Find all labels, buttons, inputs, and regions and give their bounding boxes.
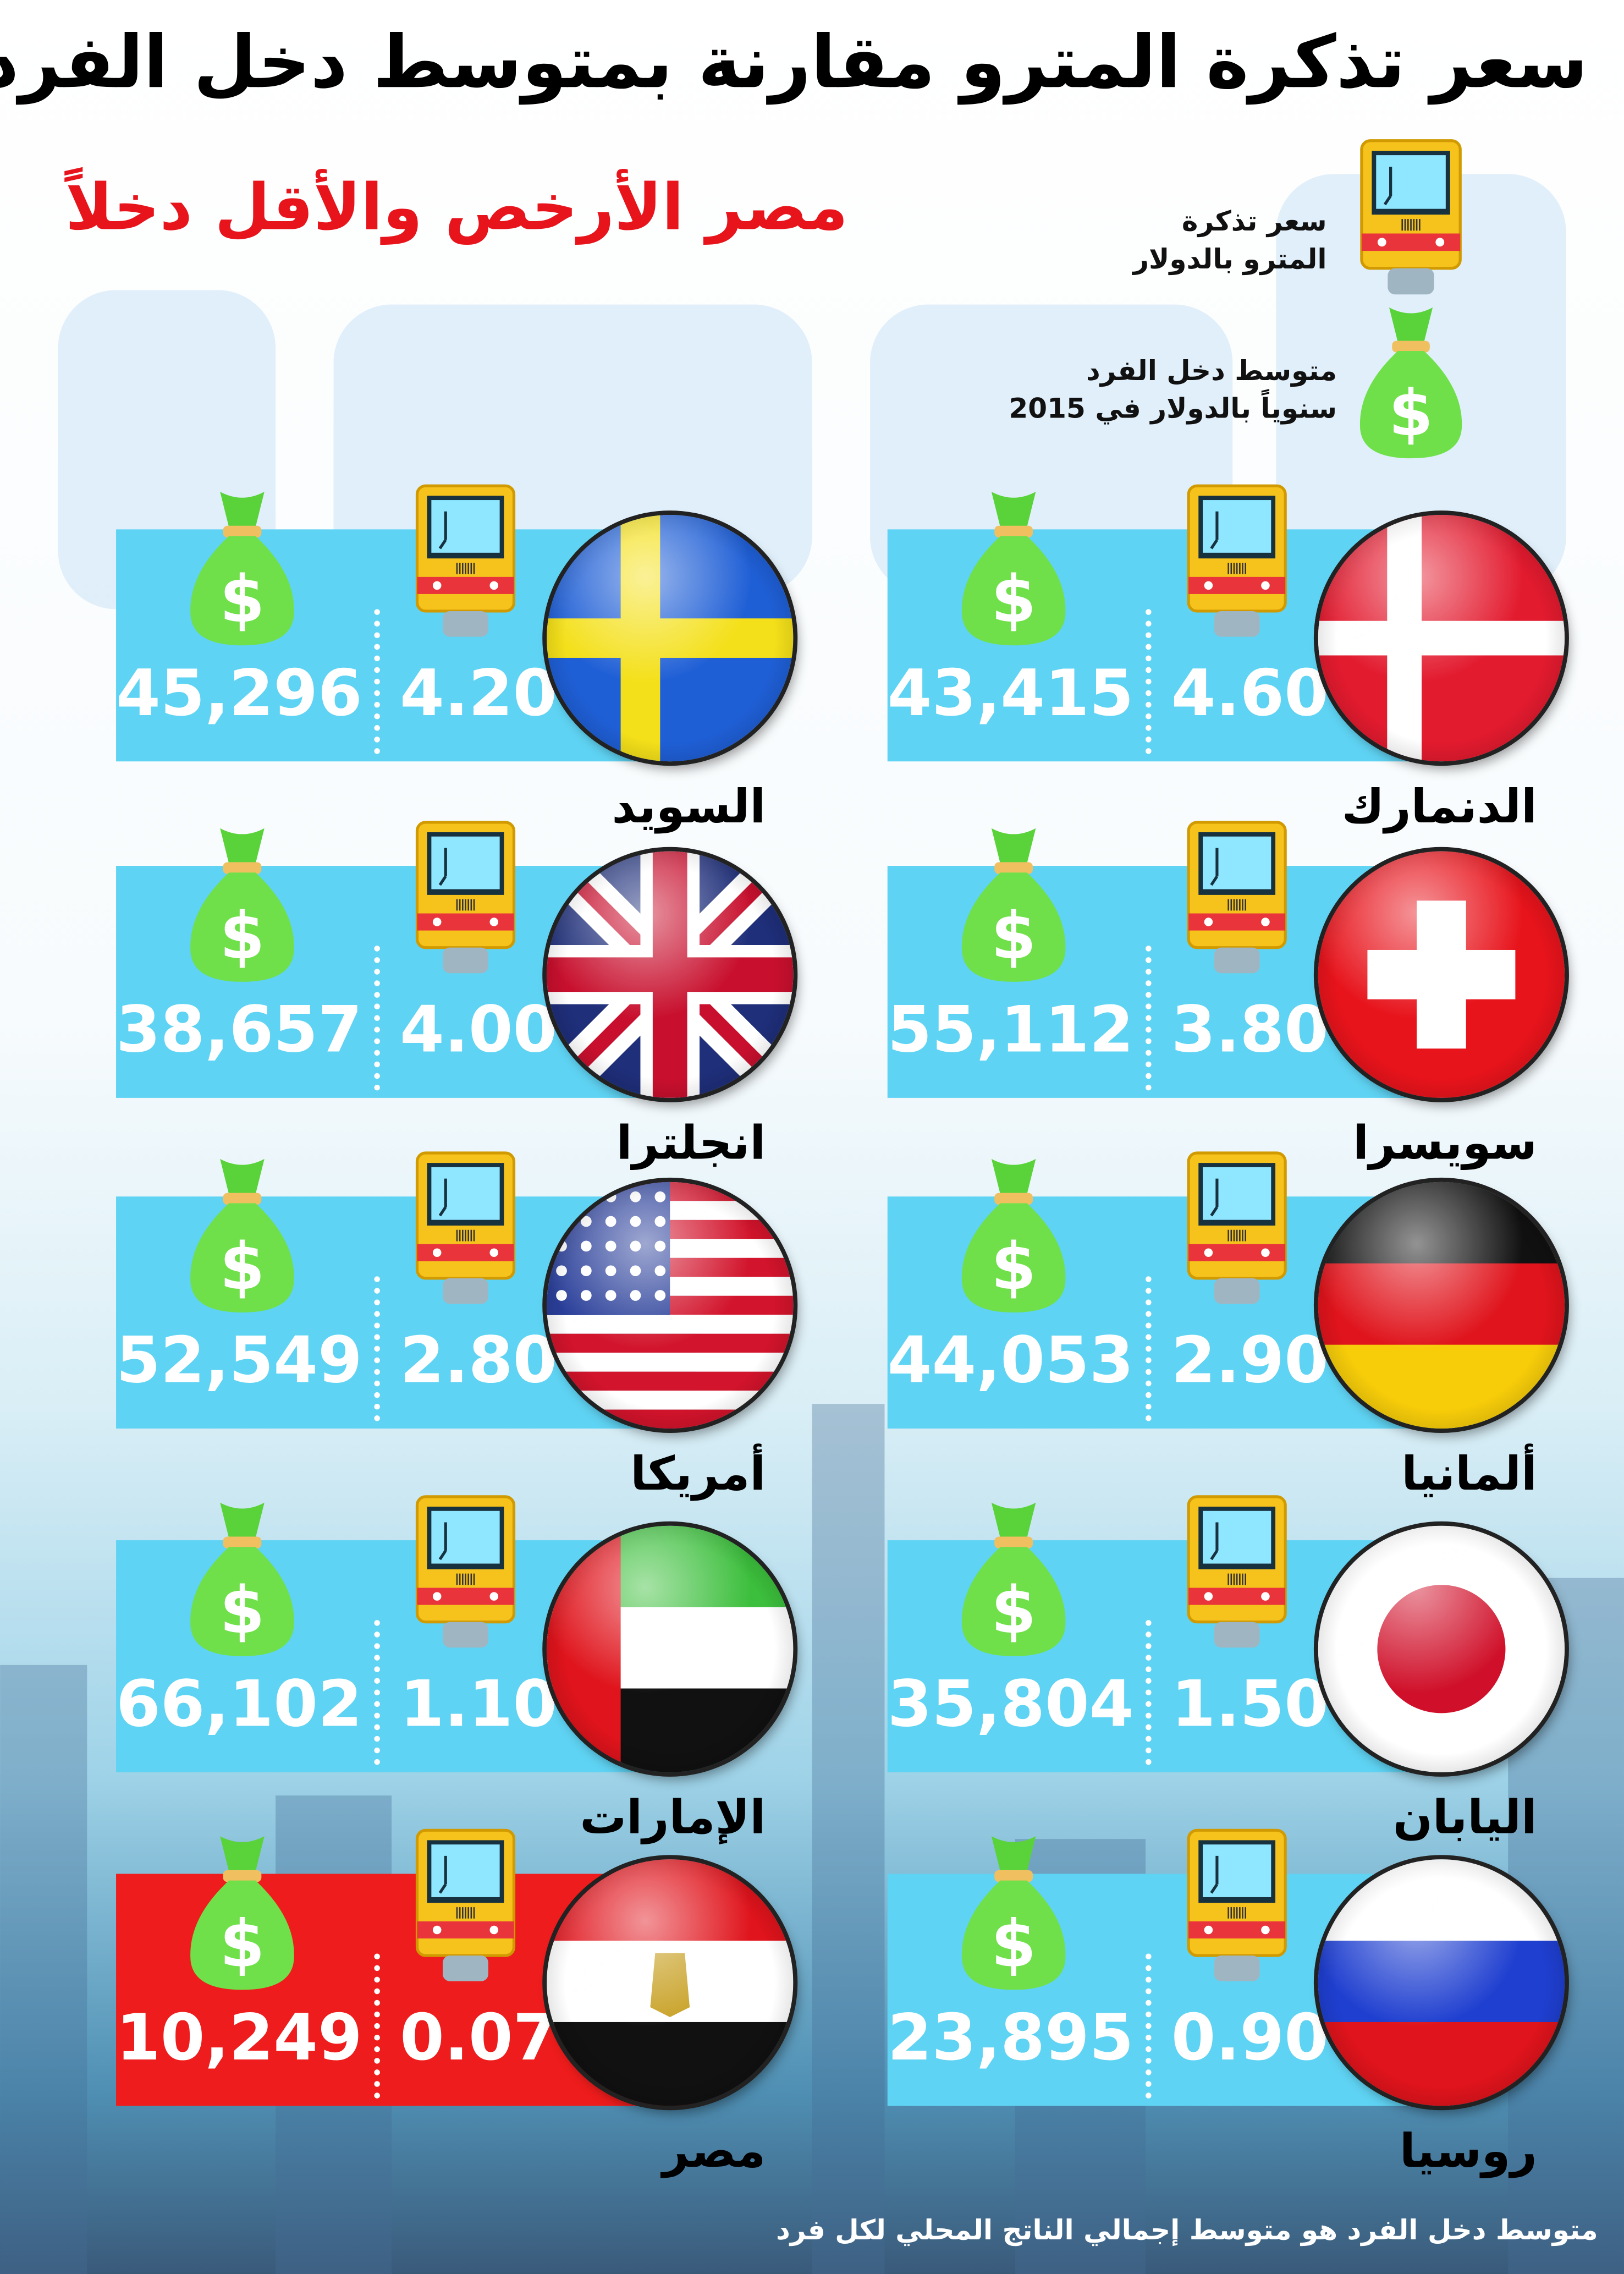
dotted-divider	[1145, 946, 1152, 1091]
country-name: مصر	[662, 2123, 766, 2179]
income-value: 55,112	[887, 993, 1134, 1068]
country-name: الإمارات	[580, 1789, 766, 1845]
metro-train-icon	[1185, 1150, 1289, 1307]
legend-income-line2: سنوياً بالدولار في 2015	[1009, 393, 1337, 425]
flag-denmark-icon	[1318, 514, 1565, 762]
metro-train-icon	[413, 820, 518, 976]
dotted-divider	[374, 609, 380, 755]
subtitle: مصر الأرخص والأقل دخلاً	[65, 171, 848, 245]
income-value: 52,549	[115, 1324, 362, 1398]
income-value: 45,296	[115, 657, 362, 731]
flag-japan-icon	[1318, 1525, 1565, 1772]
money-bag-icon: $	[953, 822, 1074, 985]
page-title: سعر تذكرة المترو مقارنة بمتوسط دخل الفرد	[0, 20, 1588, 105]
skyline-building	[0, 1665, 87, 2274]
legend-metro-label: سعر تذكرة المترو بالدولار	[1133, 203, 1326, 278]
money-bag-icon: $	[181, 486, 303, 648]
flag-switzerland-icon	[1318, 851, 1565, 1098]
legend-metro-line1: سعر تذكرة	[1181, 206, 1327, 238]
income-value: 66,102	[115, 1668, 362, 1742]
metro-train-icon	[413, 483, 518, 640]
legend-metro-line2: المترو بالدولار	[1133, 243, 1327, 276]
svg-text:$: $	[219, 1572, 265, 1648]
metro-train-icon	[1185, 1494, 1289, 1651]
dotted-divider	[1145, 609, 1152, 755]
legend-income-line1: متوسط دخل الفرد	[1086, 355, 1337, 387]
money-bag-icon: $	[953, 486, 1074, 648]
income-value: 10,249	[115, 2001, 362, 2075]
ticket-price-value: 0.07	[399, 2001, 558, 2075]
dotted-divider	[1145, 1620, 1152, 1765]
flag-usa-icon	[546, 1182, 794, 1429]
svg-text:$: $	[1389, 376, 1433, 451]
country-name: السويد	[612, 778, 766, 834]
ticket-price-value: 2.90	[1171, 1324, 1329, 1398]
footer-note: متوسط دخل الفرد هو متوسط إجمالي الناتج ا…	[775, 2215, 1598, 2247]
svg-text:$: $	[219, 1228, 265, 1304]
ticket-price-value: 4.00	[399, 993, 558, 1068]
dotted-divider	[1145, 1276, 1152, 1421]
ticket-price-value: 3.80	[1171, 993, 1329, 1068]
income-value: 38,657	[115, 993, 362, 1068]
metro-train-icon	[413, 1150, 518, 1307]
money-bag-icon: $	[1351, 301, 1470, 461]
dotted-divider	[374, 1953, 380, 2099]
country-name: أمريكا	[630, 1446, 766, 1501]
ticket-price-value: 4.60	[1171, 657, 1329, 731]
country-name: ألمانيا	[1401, 1446, 1537, 1501]
money-bag-icon: $	[953, 1830, 1074, 1992]
country-name: روسيا	[1399, 2123, 1537, 2179]
svg-text:$: $	[219, 898, 265, 974]
money-bag-icon: $	[181, 1497, 303, 1659]
svg-text:$: $	[991, 1572, 1036, 1648]
svg-text:$: $	[219, 561, 265, 637]
metro-train-icon	[413, 1494, 518, 1651]
flag-russia-icon	[1318, 1859, 1565, 2106]
svg-text:$: $	[219, 1905, 265, 1981]
ticket-price-value: 4.20	[399, 657, 558, 731]
flag-sweden-icon	[546, 514, 794, 762]
svg-text:$: $	[991, 561, 1036, 637]
skyline-building	[812, 1404, 885, 2274]
income-value: 43,415	[887, 657, 1134, 731]
metro-train-icon	[1185, 483, 1289, 640]
dotted-divider	[1145, 1953, 1152, 2099]
money-bag-icon: $	[181, 822, 303, 985]
country-name: سويسرا	[1352, 1115, 1537, 1171]
country-name: اليابان	[1392, 1789, 1537, 1845]
ticket-price-value: 1.50	[1171, 1668, 1329, 1742]
dotted-divider	[374, 1620, 380, 1765]
svg-text:$: $	[991, 898, 1036, 974]
metro-train-icon	[1185, 820, 1289, 976]
flag-uk-icon	[546, 851, 794, 1098]
metro-train-icon	[413, 1827, 518, 1984]
metro-train-icon	[1185, 1827, 1289, 1984]
money-bag-icon: $	[953, 1497, 1074, 1659]
money-bag-icon: $	[181, 1830, 303, 1992]
metro-train-icon	[1358, 138, 1463, 297]
income-value: 44,053	[887, 1324, 1134, 1398]
flag-germany-icon	[1318, 1182, 1565, 1429]
legend-income-label: متوسط دخل الفرد سنوياً بالدولار في 2015	[1009, 353, 1337, 428]
income-value: 35,804	[887, 1668, 1134, 1742]
flag-egypt-icon	[546, 1859, 794, 2106]
ticket-price-value: 2.80	[399, 1324, 558, 1398]
ticket-price-value: 1.10	[399, 1668, 558, 1742]
country-name: الدنمارك	[1341, 778, 1537, 834]
flag-uae-icon	[546, 1525, 794, 1772]
money-bag-icon: $	[181, 1153, 303, 1315]
dotted-divider	[374, 1276, 380, 1421]
country-name: انجلترا	[616, 1115, 766, 1171]
ticket-price-value: 0.90	[1171, 2001, 1329, 2075]
income-value: 23,895	[887, 2001, 1134, 2075]
svg-text:$: $	[991, 1905, 1036, 1981]
svg-text:$: $	[991, 1228, 1036, 1304]
money-bag-icon: $	[953, 1153, 1074, 1315]
dotted-divider	[374, 946, 380, 1091]
